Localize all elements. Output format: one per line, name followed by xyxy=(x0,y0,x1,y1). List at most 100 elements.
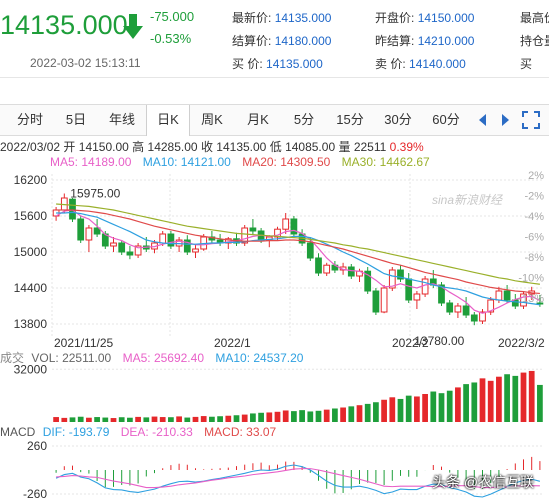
volume-bar xyxy=(528,370,535,422)
candle-body xyxy=(118,242,126,253)
volume-bar xyxy=(151,416,158,422)
volume-bar xyxy=(258,412,264,422)
tab-60min[interactable]: 60分 xyxy=(432,112,460,127)
tab-weekly-k[interactable]: 周K xyxy=(201,112,223,127)
volume-bar xyxy=(77,416,84,422)
field-latest: 最新价: 14135.000 xyxy=(232,11,332,25)
candle-body xyxy=(241,227,249,244)
tab-30min[interactable]: 30分 xyxy=(384,112,412,127)
candle-body xyxy=(462,305,470,316)
tab-year[interactable]: 年线 xyxy=(108,112,135,127)
chevron-left-icon[interactable] xyxy=(475,112,491,128)
macd-legend: MACD DIF: -193.79 DEA: -210.33 MACD: 33.… xyxy=(0,425,277,439)
candle-body xyxy=(503,290,511,301)
volume-bar xyxy=(463,384,469,422)
candle-body xyxy=(421,278,429,295)
tab-5min[interactable]: 5分 xyxy=(293,112,315,127)
volume-bar xyxy=(118,417,125,422)
volume-bar xyxy=(307,411,314,422)
candle-body xyxy=(536,302,544,305)
volume-bar xyxy=(471,382,478,422)
candle-body xyxy=(134,245,142,256)
candle-body xyxy=(446,302,454,313)
candle-body xyxy=(126,251,134,256)
field-prev-settle: 昨结算: 14210.000 xyxy=(375,34,475,48)
candle-body xyxy=(69,198,76,220)
volume-bar xyxy=(315,410,322,422)
pct-tick-label: -6% xyxy=(524,232,544,244)
candle-body xyxy=(183,239,191,253)
y-tick-label: 14400 xyxy=(14,281,48,295)
ma-legend: MA5: 14189.00 MA10: 14121.00 MA20: 14309… xyxy=(50,155,430,169)
candle-body xyxy=(167,233,175,247)
volume-bar xyxy=(520,372,527,422)
pct-tick-label: -8% xyxy=(524,252,544,264)
candle-body xyxy=(323,264,331,274)
volume-legend: 成交 VOL: 22511.00 MA5: 25692.40 MA10: 245… xyxy=(0,351,304,365)
candle-body xyxy=(85,227,93,241)
dif-line xyxy=(55,464,541,498)
price-change: -75.000 xyxy=(150,9,195,24)
candle-body xyxy=(388,269,396,289)
ma5-line xyxy=(55,209,541,314)
tab-15min[interactable]: 15分 xyxy=(336,112,364,127)
volume-bar xyxy=(446,390,453,422)
volume-bar xyxy=(233,415,240,422)
volume-bar xyxy=(356,405,363,422)
macd-chart: 260 -260 xyxy=(23,439,544,501)
volume-bar xyxy=(537,384,543,422)
candle-body xyxy=(438,284,445,304)
candle-body xyxy=(290,218,298,235)
chevron-right-icon[interactable] xyxy=(497,112,513,128)
volume-bar xyxy=(504,374,510,422)
volume-bar xyxy=(200,416,207,422)
volume-bar xyxy=(512,375,519,422)
pct-tick-label: -4% xyxy=(524,211,544,223)
tab-monthly-k[interactable]: 月K xyxy=(247,112,269,127)
footer-watermark: 头条 @农信互联 xyxy=(432,474,535,490)
volume-bar xyxy=(225,415,232,422)
x-tick-label: 2022/2 xyxy=(392,336,429,348)
volume-bar xyxy=(241,414,248,422)
field-open: 开盘价: 14150.000 xyxy=(375,11,475,25)
volume-bar xyxy=(323,409,330,422)
volume-bar xyxy=(250,413,256,422)
volume-bar xyxy=(266,412,273,422)
candle-body xyxy=(495,290,503,301)
candle-body xyxy=(315,257,322,274)
fullscreen-icon[interactable] xyxy=(522,111,540,129)
volume-bar xyxy=(455,387,461,422)
ma20-line xyxy=(56,209,540,295)
volume-bar xyxy=(127,417,133,422)
field-open-interest: 持仓量 xyxy=(520,34,549,48)
tab-5day[interactable]: 5日 xyxy=(65,112,87,127)
volume-bar xyxy=(53,417,59,422)
candlestick-chart[interactable]: sina新浪财经 16200 15600 15000 14400 13800 2% -2% -… xyxy=(0,170,549,348)
header-divider xyxy=(0,77,549,78)
volume-bar xyxy=(102,417,109,422)
volume-bar xyxy=(430,391,437,422)
volume-bar xyxy=(373,402,379,422)
candle-body xyxy=(520,293,527,307)
tab-intraday[interactable]: 分时 xyxy=(16,112,43,127)
price-change-pct: -0.53% xyxy=(150,31,192,46)
volume-bar xyxy=(159,417,166,422)
tab-daily-k[interactable]: 日K xyxy=(146,105,190,136)
volume-bar xyxy=(282,410,289,422)
volume-bar xyxy=(496,376,502,422)
candle-body xyxy=(487,299,495,313)
max-price-label: 15975.00 xyxy=(70,187,120,201)
volume-bar xyxy=(438,393,445,422)
volume-bar xyxy=(299,410,305,422)
volume-bar xyxy=(143,417,150,422)
volume-bar xyxy=(184,417,191,422)
candle-body xyxy=(306,242,314,259)
y-tick-label: 260 xyxy=(27,439,47,453)
volume-bar xyxy=(176,416,182,422)
volume-bar xyxy=(389,397,396,422)
volume-bar xyxy=(69,417,76,422)
y-tick-label: -260 xyxy=(23,487,47,501)
volume-bar xyxy=(209,416,215,422)
x-tick-label: 2022/3/2 xyxy=(498,336,545,348)
candle-body xyxy=(380,287,388,313)
